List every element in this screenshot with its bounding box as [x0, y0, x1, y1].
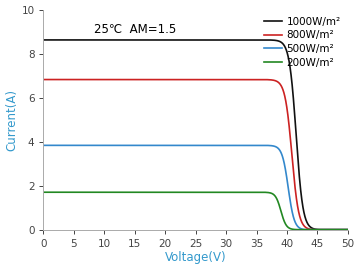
800W/m² [307, 227, 311, 231]
Line: 1000W/m²: 1000W/m² [44, 40, 348, 230]
Line: 500W/m²: 500W/m² [44, 145, 348, 230]
500W/m² [158, 144, 162, 147]
1000W/m² [340, 228, 344, 231]
500W/m² [346, 228, 350, 231]
500W/m² [340, 228, 344, 231]
800W/m² [94, 78, 98, 81]
200W/m² [296, 228, 300, 231]
800W/m² [311, 228, 315, 231]
200W/m² [94, 191, 98, 194]
200W/m² [41, 191, 46, 194]
1000W/m² [171, 38, 176, 42]
1000W/m² [94, 38, 98, 42]
800W/m² [158, 78, 162, 81]
800W/m² [76, 78, 80, 81]
1000W/m² [346, 228, 350, 231]
800W/m² [340, 228, 344, 231]
200W/m² [76, 191, 80, 194]
Y-axis label: Current(A): Current(A) [5, 89, 19, 151]
200W/m² [340, 228, 344, 231]
X-axis label: Voltage(V): Voltage(V) [165, 251, 226, 264]
Text: 25℃  AM=1.5: 25℃ AM=1.5 [94, 23, 176, 36]
500W/m² [41, 144, 46, 147]
1000W/m² [316, 228, 321, 231]
500W/m² [303, 228, 307, 231]
1000W/m² [158, 38, 162, 42]
Line: 200W/m²: 200W/m² [44, 192, 348, 230]
800W/m² [346, 228, 350, 231]
200W/m² [158, 191, 162, 194]
1000W/m² [307, 224, 311, 227]
500W/m² [94, 144, 98, 147]
500W/m² [171, 144, 176, 147]
200W/m² [307, 228, 311, 231]
500W/m² [307, 228, 311, 231]
200W/m² [346, 228, 350, 231]
800W/m² [171, 78, 176, 81]
Legend: 1000W/m², 800W/m², 500W/m², 200W/m²: 1000W/m², 800W/m², 500W/m², 200W/m² [261, 15, 343, 70]
1000W/m² [41, 38, 46, 42]
1000W/m² [76, 38, 80, 42]
Line: 800W/m²: 800W/m² [44, 80, 348, 230]
200W/m² [171, 191, 176, 194]
800W/m² [41, 78, 46, 81]
500W/m² [76, 144, 80, 147]
